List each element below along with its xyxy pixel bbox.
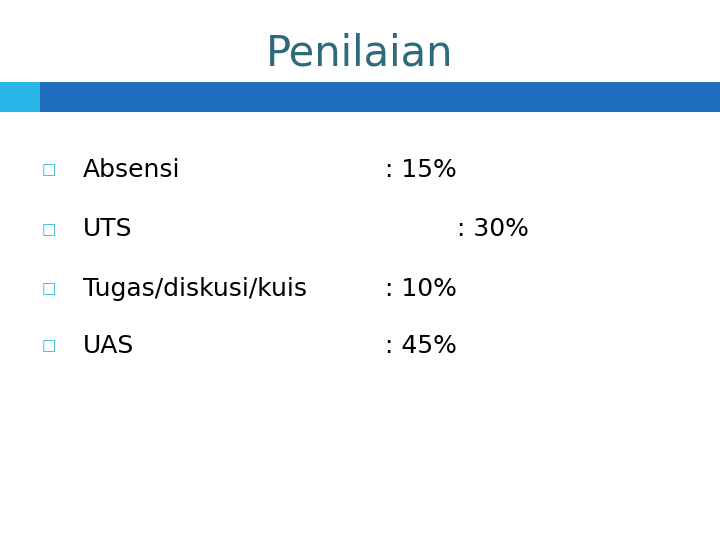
Text: : 45%: : 45% bbox=[385, 334, 457, 357]
Text: : 10%: : 10% bbox=[385, 277, 457, 301]
Text: UTS: UTS bbox=[83, 218, 132, 241]
Text: UAS: UAS bbox=[83, 334, 134, 357]
Text: : 30%: : 30% bbox=[457, 218, 529, 241]
Text: Penilaian: Penilaian bbox=[266, 33, 454, 75]
Text: □: □ bbox=[42, 338, 56, 353]
Text: Tugas/diskusi/kuis: Tugas/diskusi/kuis bbox=[83, 277, 307, 301]
Bar bbox=[0, 82, 40, 112]
Text: □: □ bbox=[42, 281, 56, 296]
Bar bbox=[40, 82, 720, 112]
Text: □: □ bbox=[42, 222, 56, 237]
Text: Absensi: Absensi bbox=[83, 158, 180, 182]
Text: □: □ bbox=[42, 163, 56, 178]
Text: : 15%: : 15% bbox=[385, 158, 457, 182]
